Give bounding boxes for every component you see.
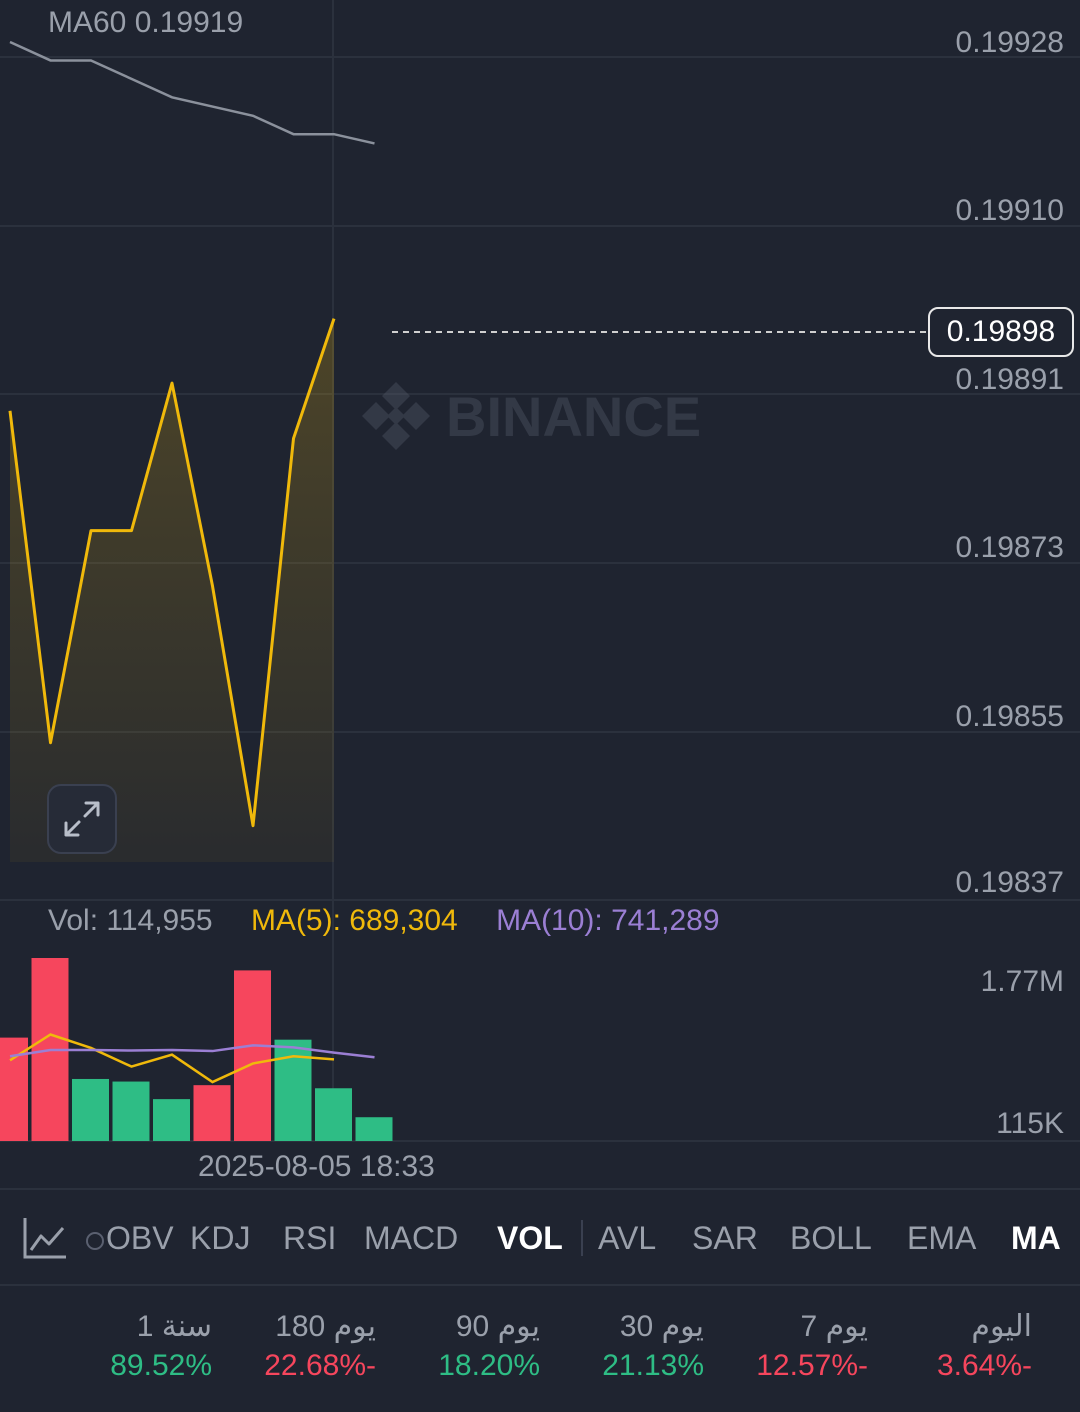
performance-label: 1 سنة xyxy=(136,1310,212,1343)
performance-row: اليوم 3.64%- 7 يوم 12.57%- 30 يوم 21.13%… xyxy=(0,1300,1080,1412)
expand-chart-button[interactable] xyxy=(47,784,117,854)
indicator-ema[interactable]: EMA xyxy=(907,1220,977,1256)
performance-value: 21.13% xyxy=(602,1349,704,1382)
svg-text:BINANCE: BINANCE xyxy=(446,385,701,448)
expand-icon xyxy=(64,801,100,837)
y-axis: 0.19928 0.19910 0.19891 0.19873 0.19855 0.198… xyxy=(956,26,1064,1140)
indicator-divider xyxy=(581,1220,583,1256)
performance-30d: 30 يوم 21.13% xyxy=(544,1308,704,1386)
price-tick-label: 0.19837 xyxy=(956,866,1064,899)
volume-bar xyxy=(274,1039,312,1141)
volume-ma10-line xyxy=(9,1044,375,1059)
indicator-obv[interactable]: OBV xyxy=(86,1220,174,1257)
performance-value: 3.64%- xyxy=(936,1349,1032,1382)
price-area xyxy=(10,318,334,863)
price-tick-label: 0.19855 xyxy=(956,700,1064,733)
volume-ma5-value: MA(5): 689,304 xyxy=(250,904,458,937)
price-volume-chart[interactable]: BINANCE 0.199280.199100.198910.198730.19… xyxy=(0,0,1080,1190)
ma60-legend: MA60 0.19919 xyxy=(48,6,244,39)
performance-label: 30 يوم xyxy=(619,1310,704,1343)
price-tick-label: 0.19873 xyxy=(956,531,1064,564)
current-price-tag: 0.19898 xyxy=(928,307,1074,357)
volume-bar xyxy=(112,1081,150,1141)
volume-bar xyxy=(72,1078,109,1141)
performance-value: 22.68%- xyxy=(264,1349,376,1382)
price-tick-label: 0.19891 xyxy=(956,363,1064,396)
performance-value: 12.57%- xyxy=(756,1349,868,1382)
performance-label: 180 يوم xyxy=(275,1310,376,1343)
volume-bar xyxy=(153,1099,190,1141)
volume-tick-label: 1.77M xyxy=(981,965,1064,998)
volume-bar xyxy=(234,970,271,1141)
indicator-avl[interactable]: AVL xyxy=(598,1220,657,1256)
indicator-boll[interactable]: BOLL xyxy=(790,1220,872,1256)
price-tick-label: 0.19928 xyxy=(956,26,1064,59)
price-line xyxy=(8,318,336,828)
volume-chart xyxy=(0,958,393,1141)
performance-180d: 180 يوم 22.68%- xyxy=(216,1308,376,1386)
binance-watermark: BINANCE xyxy=(362,382,701,450)
chart-tools-icon[interactable] xyxy=(22,1216,68,1265)
price-chart xyxy=(8,40,375,863)
volume-tick-label: 115K xyxy=(996,1107,1064,1140)
indicator-vol[interactable]: VOL xyxy=(497,1220,563,1256)
volume-value: Vol: 114,955 xyxy=(48,904,213,937)
volume-legend: Vol: 114,955 MA(5): 689,304 MA(10): 741,… xyxy=(48,904,750,938)
performance-label: 90 يوم xyxy=(455,1310,540,1343)
volume-bar xyxy=(315,1088,352,1141)
indicator-rsi[interactable]: RSI xyxy=(283,1220,337,1256)
indicator-macd[interactable]: MACD xyxy=(364,1220,459,1256)
indicator-sar[interactable]: SAR xyxy=(692,1220,758,1256)
volume-bar xyxy=(355,1117,393,1141)
indicator-kdj[interactable]: KDJ xyxy=(190,1220,251,1256)
crosshair-date-label: 2025-08-05 18:33 xyxy=(198,1150,435,1183)
performance-label: 7 يوم xyxy=(800,1310,868,1343)
ma60-line xyxy=(9,40,375,145)
volume-ma10-value: MA(10): 741,289 xyxy=(496,904,720,937)
performance-label: اليوم xyxy=(971,1310,1032,1343)
price-tick-label: 0.19910 xyxy=(956,194,1064,227)
performance-value: 89.52% xyxy=(110,1349,212,1382)
volume-bar xyxy=(193,1085,231,1141)
obv-circle-icon xyxy=(86,1231,104,1250)
performance-1y: 1 سنة 89.52% xyxy=(52,1308,212,1386)
performance-90d: 90 يوم 18.20% xyxy=(380,1308,540,1386)
performance-today: اليوم 3.64%- xyxy=(872,1308,1032,1386)
performance-7d: 7 يوم 12.57%- xyxy=(708,1308,868,1386)
indicator-ma[interactable]: MA xyxy=(1011,1220,1061,1256)
volume-ma5-line xyxy=(9,1033,335,1084)
performance-value: 18.20% xyxy=(438,1349,540,1382)
indicator-toolbar: OBV KDJ RSI MACD VOL AVL SAR BOLL EMA MA xyxy=(0,1188,1080,1286)
